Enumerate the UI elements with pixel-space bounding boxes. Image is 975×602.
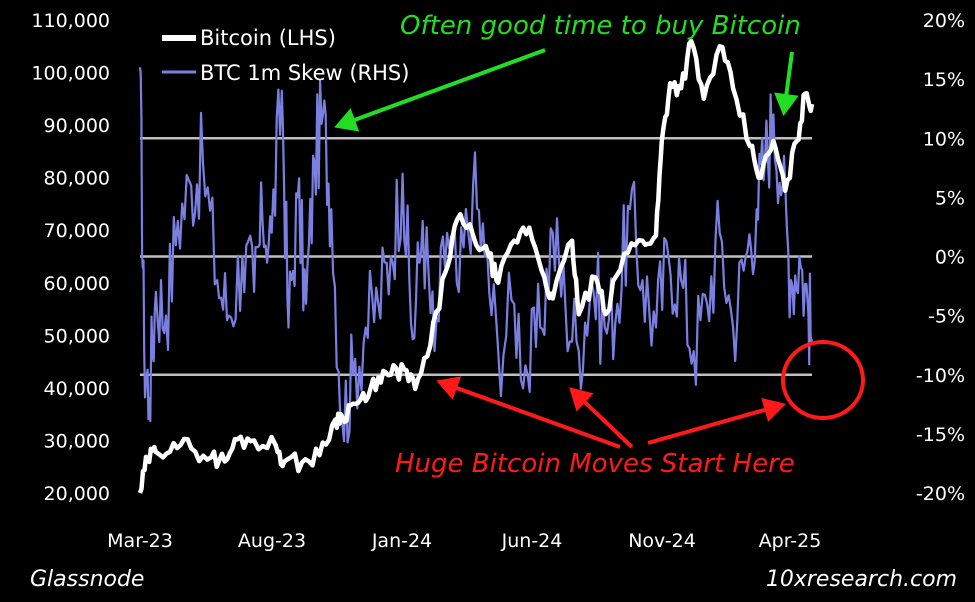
legend: Bitcoin (LHS) BTC 1m Skew (RHS)	[162, 26, 409, 85]
x-axis-ticks: Mar-23 Aug-23 Jan-24 Jun-24 Nov-24 Apr-25	[107, 530, 821, 552]
left-tick-label: 60,000	[44, 273, 110, 295]
left-tick-label: 40,000	[44, 378, 110, 400]
right-tick-label: 10%	[923, 128, 965, 150]
right-tick-label: -15%	[916, 424, 965, 446]
left-tick-label: 90,000	[44, 115, 110, 137]
series-line-skew	[138, 67, 814, 444]
left-tick-label: 100,000	[31, 63, 110, 85]
left-tick-label: 20,000	[44, 483, 110, 505]
source-left: Glassnode	[30, 567, 145, 592]
moves-annotation: Huge Bitcoin Moves Start Here	[395, 340, 865, 479]
left-axis-ticks: 110,000 100,000 90,000 80,000 70,000 60,000 50…	[31, 10, 110, 505]
x-tick-label: Jan-24	[371, 530, 432, 552]
x-tick-label: Mar-23	[107, 530, 173, 552]
right-axis-ticks: 20% 15% 10% 5% 0% -5% -10% -15% -20%	[916, 10, 965, 505]
buy-arrow-left	[334, 48, 546, 132]
left-tick-label: 80,000	[44, 168, 110, 190]
right-tick-label: -20%	[916, 483, 965, 505]
x-tick-label: Jun-24	[501, 530, 563, 552]
moves-annotation-text: Huge Bitcoin Moves Start Here	[395, 449, 795, 479]
legend-label-skew: BTC 1m Skew (RHS)	[200, 61, 409, 85]
left-tick-label: 70,000	[44, 220, 110, 242]
left-tick-label: 110,000	[31, 10, 110, 32]
moves-arrow	[569, 387, 634, 449]
right-tick-label: 15%	[923, 69, 965, 91]
left-tick-label: 50,000	[44, 325, 110, 347]
series-group	[137, 38, 815, 494]
right-tick-label: -10%	[916, 365, 965, 387]
right-tick-label: 0%	[935, 247, 965, 269]
x-tick-label: Nov-24	[628, 530, 696, 552]
right-tick-label: 20%	[923, 10, 965, 32]
right-tick-label: -5%	[928, 306, 965, 328]
highlight-circle	[781, 340, 865, 420]
left-tick-label: 30,000	[44, 430, 110, 452]
series-line-bitcoin	[137, 38, 815, 494]
x-tick-label: Apr-25	[759, 530, 822, 552]
buy-annotation-text: Often good time to buy Bitcoin	[400, 11, 801, 41]
legend-label-bitcoin: Bitcoin (LHS)	[200, 26, 336, 50]
source-right: 10xresearch.com	[765, 567, 957, 592]
moves-arrow	[436, 376, 621, 449]
buy-annotation: Often good time to buy Bitcoin	[334, 11, 801, 132]
moves-arrow	[647, 397, 786, 445]
buy-arrow-down	[774, 51, 799, 117]
moves-arrows	[436, 376, 786, 449]
right-tick-label: 5%	[935, 187, 965, 209]
x-tick-label: Aug-23	[238, 530, 306, 552]
